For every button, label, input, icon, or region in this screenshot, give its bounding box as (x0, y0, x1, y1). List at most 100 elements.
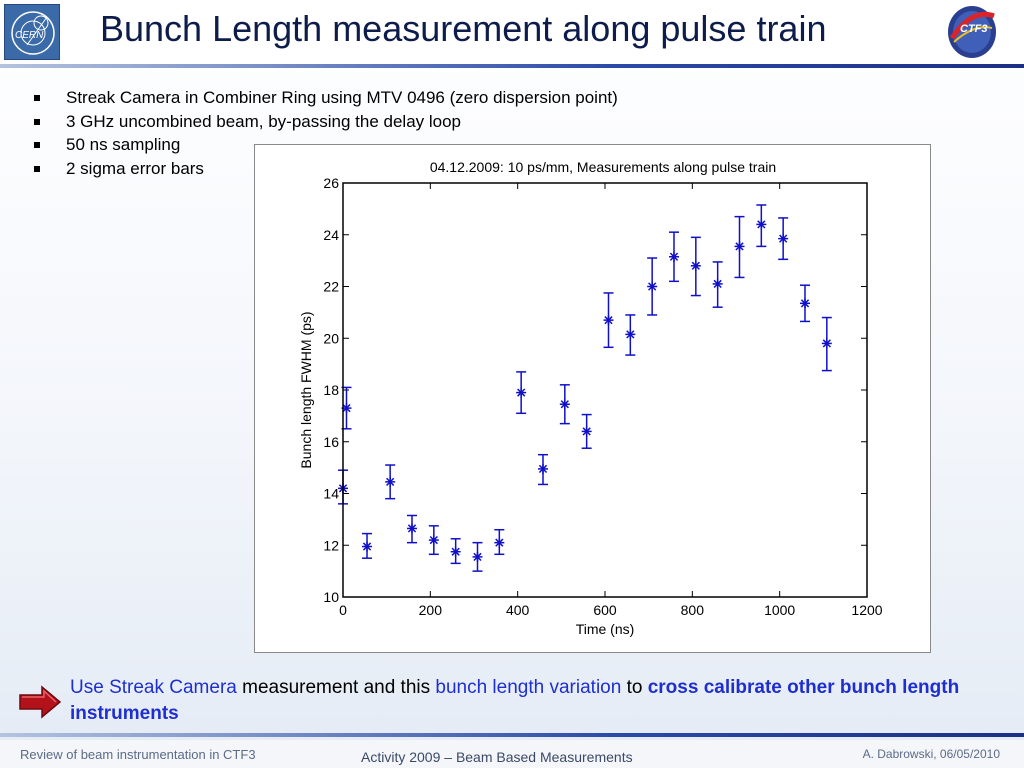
x-tick-label: 600 (593, 602, 617, 618)
data-point (603, 315, 614, 326)
callout-streak-camera: Use Streak Camera (70, 677, 237, 698)
asterisk-stroke (342, 403, 351, 413)
data-point (428, 535, 439, 546)
asterisk-stroke (538, 464, 548, 474)
ctf3-logo: CTF3 (946, 2, 998, 60)
asterisk-stroke (779, 234, 788, 243)
asterisk-stroke (386, 477, 395, 486)
data-point (362, 541, 373, 552)
asterisk-stroke (407, 524, 417, 533)
asterisk-stroke (362, 542, 372, 551)
data-point (690, 260, 701, 271)
data-point (756, 219, 767, 230)
data-point (559, 399, 570, 410)
asterisk-stroke (517, 388, 526, 397)
cern-logo-text: CERN (15, 30, 44, 41)
asterisk-stroke (582, 427, 591, 436)
x-tick-label: 200 (419, 602, 443, 618)
bullet-item: Streak Camera in Combiner Ring using MTV… (34, 86, 618, 110)
data-point (450, 546, 461, 557)
data-point (494, 537, 505, 548)
bullet-item: 2 sigma error bars (34, 157, 618, 181)
asterisk-stroke (429, 535, 438, 545)
bullet-square-icon (34, 95, 40, 101)
data-point (385, 476, 396, 487)
callout-cross-calibrate: cross calibrate other bunch length instr… (70, 677, 960, 724)
x-tick-label: 400 (506, 602, 530, 618)
slide-footer: Review of beam instrumentation in CTF3 A… (0, 740, 1024, 768)
plot-axes-box (342, 182, 868, 598)
data-point (799, 298, 810, 309)
asterisk-stroke (735, 242, 744, 251)
x-tick-label: 800 (681, 602, 705, 618)
data-point (647, 281, 658, 292)
asterisk-stroke (713, 279, 722, 289)
data-point (778, 233, 789, 244)
asterisk-stroke (473, 552, 482, 562)
data-point (625, 329, 636, 340)
bullet-text: Streak Camera in Combiner Ring using MTV… (66, 88, 618, 107)
data-point (581, 426, 592, 437)
asterisk-stroke (669, 252, 679, 261)
red-arrow-icon (18, 685, 62, 719)
callout-variation: bunch length variation (435, 677, 622, 698)
footer-center-text: Activity 2009 – Beam Based Measurements (361, 749, 633, 765)
slide-header: CERN Bunch Length measurement along puls… (0, 0, 1024, 64)
callout-text-1: measurement and this (236, 677, 436, 698)
plot-layer: 0 200 400 600 800 1000 1200 10 12 14 16 18 20 22 24 26 (323, 175, 882, 618)
data-point (537, 463, 548, 474)
data-point (516, 387, 527, 398)
y-tick-label: 24 (323, 227, 339, 243)
data-point (668, 251, 679, 262)
asterisk-stroke (626, 330, 635, 339)
scatter-chart: 04.12.2009: 10 ps/mm, Measurements along… (298, 159, 883, 637)
chart-frame: 04.12.2009: 10 ps/mm, Measurements along… (254, 144, 931, 653)
y-tick-label: 10 (323, 589, 339, 605)
ctf3-logo-text: CTF3 (960, 23, 988, 35)
x-tick-label: 0 (339, 602, 347, 618)
y-axis-label: Bunch length FWHM (ps) (298, 311, 314, 468)
data-point (406, 523, 417, 534)
chart-title: 04.12.2009: 10 ps/mm, Measurements along… (430, 159, 776, 175)
cern-logo: CERN (4, 4, 60, 60)
asterisk-stroke (757, 220, 766, 229)
y-tick-label: 26 (323, 175, 339, 191)
x-tick-label: 1000 (764, 602, 795, 618)
bullet-square-icon (34, 142, 40, 148)
conclusion-text: Use Streak Camera measurement and this b… (70, 675, 1010, 727)
footer-left-text: Review of beam instrumentation in CTF3 (20, 747, 256, 762)
bullet-square-icon (34, 118, 40, 125)
asterisk-stroke (691, 261, 700, 270)
asterisk-stroke (648, 282, 657, 291)
asterisk-stroke (560, 400, 569, 409)
title-divider (0, 64, 1024, 68)
bullet-list: Streak Camera in Combiner Ring using MTV… (34, 86, 618, 180)
data-point (712, 278, 723, 289)
bullet-text: 3 GHz uncombined beam, by-passing the de… (66, 111, 462, 131)
callout-text-2: to (621, 677, 648, 698)
data-point (821, 338, 832, 349)
data-point (341, 403, 352, 414)
asterisk-stroke (604, 316, 613, 325)
bullet-item: 50 ns sampling (34, 133, 618, 157)
asterisk-stroke (822, 339, 831, 348)
asterisk-stroke (495, 538, 504, 547)
slide-title: Bunch Length measurement along pulse tra… (100, 8, 827, 49)
x-tick-label: 1200 (851, 602, 882, 618)
bullet-square-icon (34, 165, 40, 172)
data-point (472, 551, 483, 562)
asterisk-stroke (800, 299, 810, 308)
y-tick-label: 22 (323, 279, 339, 295)
footer-divider (0, 733, 1024, 737)
y-tick-label: 18 (323, 382, 339, 398)
x-axis-label: Time (ns) (576, 621, 635, 637)
bullet-text: 50 ns sampling (66, 135, 181, 154)
footer-author-date: A. Dabrowski, 06/05/2010 (862, 747, 1000, 761)
y-tick-label: 20 (323, 330, 339, 346)
y-tick-label: 16 (323, 434, 339, 450)
y-tick-label: 12 (323, 537, 339, 553)
bullet-item: 3 GHz uncombined beam, by-passing the de… (34, 110, 618, 134)
y-tick-label: 14 (323, 486, 339, 502)
asterisk-stroke (451, 547, 460, 556)
bullet-text: 2 sigma error bars (66, 158, 204, 178)
